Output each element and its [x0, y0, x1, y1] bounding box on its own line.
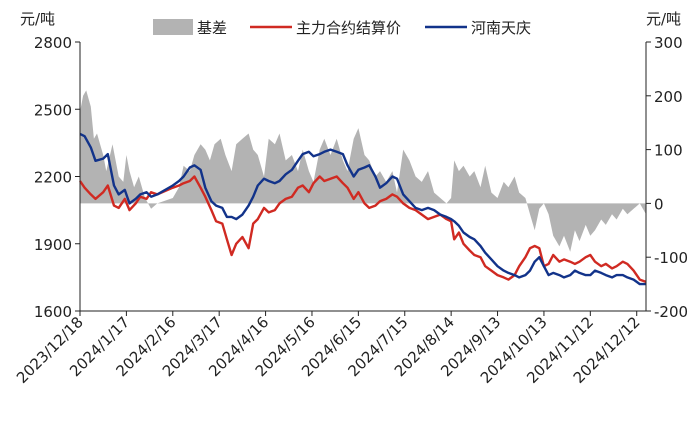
right-tick-label: -200 — [654, 303, 688, 321]
right-tick-label: 0 — [654, 195, 664, 213]
right-tick-label: -100 — [654, 249, 688, 267]
legend-swatch-basis — [153, 19, 193, 35]
right-tick-label: 200 — [654, 88, 683, 106]
basis-area — [80, 90, 646, 252]
left-tick-label: 1600 — [34, 303, 72, 321]
right-tick-label: 300 — [654, 34, 683, 52]
legend-label-basis: 基差 — [197, 19, 227, 37]
legend-label-settlement: 主力合约结算价 — [296, 19, 401, 37]
henan-tianqing-line — [79, 132, 646, 286]
left-tick-label: 2200 — [34, 169, 72, 187]
left-tick-label: 2800 — [34, 34, 72, 52]
left-tick-label: 1900 — [34, 236, 72, 254]
price-lines-layer — [79, 132, 647, 286]
legend-label-henan-tianqing: 河南天庆 — [471, 19, 531, 37]
right-y-ticks: -200 -100 0 100 200 300 — [646, 34, 688, 321]
settlement-price-line — [79, 175, 647, 284]
right-tick-label: 100 — [654, 142, 683, 160]
left-tick-label: 2500 — [34, 101, 72, 119]
left-axis-unit: 元/吨 — [20, 10, 55, 28]
legend: 基差 主力合约结算价 河南天庆 — [153, 19, 531, 37]
basis-area-layer — [80, 90, 646, 252]
x-ticks: 2023/12/182024/1/172024/2/162024/3/17202… — [13, 311, 644, 387]
right-axis-unit: 元/吨 — [646, 10, 681, 28]
left-y-ticks: 1600 1900 2200 2500 2800 — [34, 34, 80, 321]
